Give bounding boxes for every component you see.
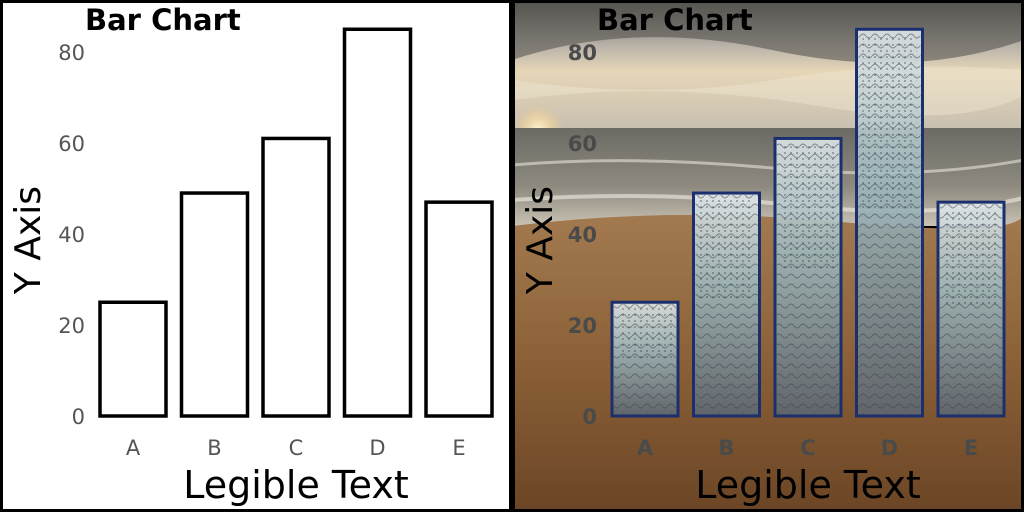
chart-title: Bar Chart: [597, 3, 753, 37]
x-tick-label: C: [289, 436, 304, 460]
x-tick-label: B: [207, 436, 221, 460]
y-tick-label: 20: [568, 314, 597, 338]
x-tick-label: D: [369, 436, 385, 460]
bar: [424, 200, 494, 418]
x-tick-label: D: [881, 436, 898, 460]
x-axis-label: Legible Text: [695, 463, 921, 507]
bar-outline: [610, 300, 680, 418]
y-tick-label: 40: [58, 223, 85, 247]
x-tick-label: A: [637, 436, 654, 460]
chart-layer: Bar Chart 0 20 40 60 80 Y Axis A B C D E Legible Tex…: [520, 3, 1006, 507]
chart-panel-plain: Bar Chart 0 20 40 60 80 Y Axis A B C D E Legible Tex…: [0, 0, 512, 512]
bar-outline: [692, 191, 761, 418]
bar-texture-dots: [781, 144, 835, 270]
bar-outline: [936, 200, 1006, 418]
bar-chart-stylized: Bar Chart 0 20 40 60 80 Y Axis A B C D E Legible Tex…: [512, 0, 1024, 512]
y-tick-label: 0: [72, 405, 85, 429]
x-tick-label: A: [126, 436, 141, 460]
y-tick-label: 80: [568, 41, 597, 65]
x-tick-label: E: [964, 436, 978, 460]
y-axis-label: Y Axis: [8, 186, 49, 295]
chart-layer: Bar Chart 0 20 40 60 80 Y Axis A B C D E Legible Tex…: [8, 3, 494, 507]
y-tick-label: 0: [582, 405, 597, 429]
bar-outline: [855, 27, 924, 418]
x-axis-label: Legible Text: [183, 463, 409, 507]
bar: [261, 136, 331, 418]
y-axis-label: Y Axis: [520, 186, 561, 295]
x-tick-label: C: [800, 436, 815, 460]
y-tick-label: 40: [568, 223, 597, 247]
bar-chart-plain: Bar Chart 0 20 40 60 80 Y Axis A B C D E Legible Tex…: [8, 3, 494, 507]
chart-title: Bar Chart: [85, 3, 241, 37]
y-tick-label: 20: [58, 314, 85, 338]
bar-outline: [773, 136, 843, 418]
bar: [98, 300, 168, 418]
bar-texture-dots: [618, 308, 672, 360]
bar: [342, 27, 413, 418]
bar: [179, 191, 250, 418]
x-tick-label: E: [452, 436, 465, 460]
y-tick-label: 60: [58, 132, 85, 156]
y-tick-label: 80: [58, 41, 85, 65]
bar-texture-dots: [862, 35, 917, 210]
bar-texture-dots: [699, 199, 754, 300]
y-tick-label: 60: [568, 132, 597, 156]
bar-texture-dots: [944, 208, 998, 305]
x-tick-label: B: [718, 436, 734, 460]
chart-panel-stylized: Bar Chart 0 20 40 60 80 Y Axis A B C D E Legible Tex…: [512, 0, 1024, 512]
